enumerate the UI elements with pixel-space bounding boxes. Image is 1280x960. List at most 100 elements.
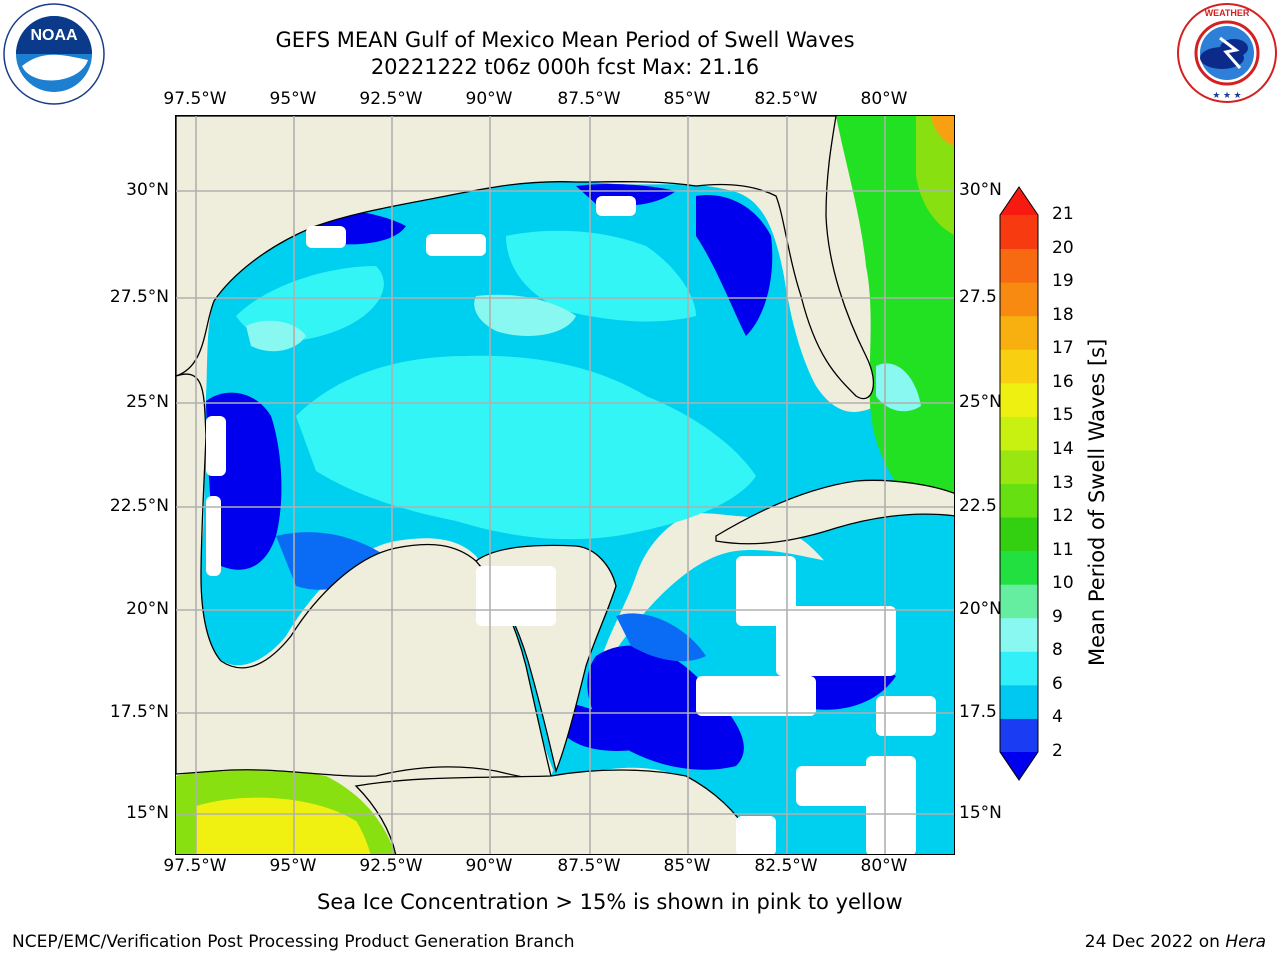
- lon-label-top: 80°W: [860, 89, 908, 109]
- colorbar-canvas: [999, 186, 1039, 781]
- lon-label-top: 97.5°W: [163, 89, 227, 109]
- contour-band-9s: [246, 320, 306, 352]
- colorbar-tick-label: 9: [1052, 606, 1063, 627]
- land-north-america: [176, 116, 875, 400]
- no-data-region: [206, 496, 221, 576]
- no-data-region: [206, 416, 226, 476]
- chart-title: GEFS MEAN Gulf of Mexico Mean Period of …: [275, 28, 855, 52]
- contour-band-2s: [696, 195, 773, 336]
- map-panel: [175, 115, 955, 855]
- contour-band-8s: [296, 355, 756, 540]
- no-data-region: [776, 606, 896, 676]
- no-data-region: [426, 234, 486, 256]
- map-canvas: [176, 116, 954, 854]
- colorbar-tick-label: 11: [1052, 539, 1074, 560]
- colorbar-tick-label: 10: [1052, 573, 1074, 594]
- colorbar-segment: [1000, 483, 1038, 518]
- colorbar-segment: [1000, 248, 1038, 283]
- lat-label-right: 30°N: [959, 180, 1002, 200]
- lat-label-left: 20°N: [126, 599, 169, 619]
- colorbar-segment: [1000, 382, 1038, 417]
- no-data-region: [876, 696, 936, 736]
- lon-label-bottom: 85°W: [663, 856, 711, 876]
- contour-band-4s: [616, 613, 706, 662]
- lat-label-left: 27.5°N: [109, 287, 169, 307]
- contour-band-9s: [876, 363, 921, 412]
- colorbar-ticks: 2 4 6 8 9 10 11 12 13 14 15 16 17 18 19 20 21: [1052, 0, 1092, 960]
- colorbar-segment: [1000, 517, 1038, 552]
- no-data-region: [476, 566, 556, 626]
- svg-text:★ ★ ★: ★ ★ ★: [1212, 90, 1241, 100]
- footer-date: 24 Dec 2022 on Hera: [1085, 932, 1266, 952]
- no-data-region: [866, 756, 916, 854]
- colorbar-segment: [1000, 416, 1038, 451]
- colorbar-tick-label: 6: [1052, 673, 1063, 694]
- colorbar-max-arrow: [1000, 187, 1038, 215]
- colorbar-tick-label: 17: [1052, 338, 1074, 359]
- lat-label-left: 17.5°N: [109, 702, 169, 722]
- colorbar-tick-label: 8: [1052, 640, 1063, 661]
- colorbar-tick-label: 13: [1052, 472, 1074, 493]
- lat-label-right: 15°N: [959, 803, 1002, 823]
- svg-text:NOAA: NOAA: [30, 27, 78, 44]
- footer-date-text: 24 Dec 2022 on: [1084, 932, 1220, 952]
- no-data-region: [696, 676, 816, 716]
- no-data-region: [796, 766, 876, 806]
- nws-logo: WEATHER ★ ★ ★: [1176, 2, 1278, 104]
- contour-band-9s: [474, 294, 576, 336]
- no-data-patches: [206, 196, 936, 854]
- footer-credit: NCEP/EMC/Verification Post Processing Pr…: [12, 932, 575, 952]
- lon-label-bottom: 92.5°W: [359, 856, 423, 876]
- land-cuba: [715, 479, 954, 545]
- colorbar-tick-label: 19: [1052, 271, 1074, 292]
- colorbar-outline: [999, 186, 1039, 781]
- lat-label-left: 22.5°N: [109, 496, 169, 516]
- colorbar-tick-label: 15: [1052, 405, 1074, 426]
- lon-label-bottom: 82.5°W: [754, 856, 818, 876]
- lat-label-left: 30°N: [126, 180, 169, 200]
- chart-subtitle: 20221222 t06z 000h fcst Max: 21.16: [370, 55, 760, 79]
- lon-label-top: 82.5°W: [754, 89, 818, 109]
- lat-label-right: 20°N: [959, 599, 1002, 619]
- contour-band-13s: [916, 116, 954, 235]
- lon-label-bottom: 87.5°W: [557, 856, 621, 876]
- colorbar-tick-label: 21: [1052, 204, 1074, 224]
- swell-period-field: [176, 116, 954, 854]
- colorbar-segment: [1000, 282, 1038, 317]
- colorbar: [998, 185, 1040, 782]
- lat-label-right: 25°N: [959, 392, 1002, 412]
- lat-label-left: 15°N: [126, 803, 169, 823]
- contour-band-18s: [931, 116, 954, 146]
- colorbar-segment: [1000, 349, 1038, 384]
- footer-host: Hera: [1225, 932, 1266, 952]
- lon-label-bottom: 90°W: [465, 856, 513, 876]
- colorbar-segment: [1000, 617, 1038, 652]
- colorbar-tick-label: 4: [1052, 707, 1063, 728]
- colorbar-segment: [1000, 584, 1038, 619]
- lat-label-right: 17.5: [959, 702, 997, 722]
- colorbar-label: Mean Period of Swell Waves [s]: [1085, 338, 1109, 666]
- svg-text:WEATHER: WEATHER: [1205, 8, 1250, 18]
- no-data-region: [306, 226, 346, 248]
- sea-ice-caption: Sea Ice Concentration > 15% is shown in …: [317, 890, 903, 914]
- lon-label-top: 85°W: [663, 89, 711, 109]
- noaa-logo: NOAA: [2, 2, 106, 106]
- lon-label-bottom: 97.5°W: [163, 856, 227, 876]
- map-gridlines: [176, 116, 954, 854]
- contour-band-11s: [836, 116, 954, 511]
- colorbar-segment: [1000, 718, 1038, 753]
- colorbar-tick-label: 12: [1052, 506, 1074, 527]
- colorbar-tick-label: 14: [1052, 438, 1074, 459]
- lon-label-top: 90°W: [465, 89, 513, 109]
- lat-label-right: 22.5: [959, 496, 997, 516]
- lon-label-top: 92.5°W: [359, 89, 423, 109]
- colorbar-segment: [1000, 651, 1038, 686]
- colorbar-segment: [1000, 215, 1038, 250]
- colorbar-tick-label: 18: [1052, 304, 1074, 325]
- lon-label-bottom: 80°W: [860, 856, 908, 876]
- colorbar-segment: [1000, 684, 1038, 719]
- lat-label-left: 25°N: [126, 392, 169, 412]
- colorbar-tick-label: 2: [1052, 741, 1063, 761]
- lon-label-top: 95°W: [269, 89, 317, 109]
- colorbar-min-arrow: [1000, 752, 1038, 780]
